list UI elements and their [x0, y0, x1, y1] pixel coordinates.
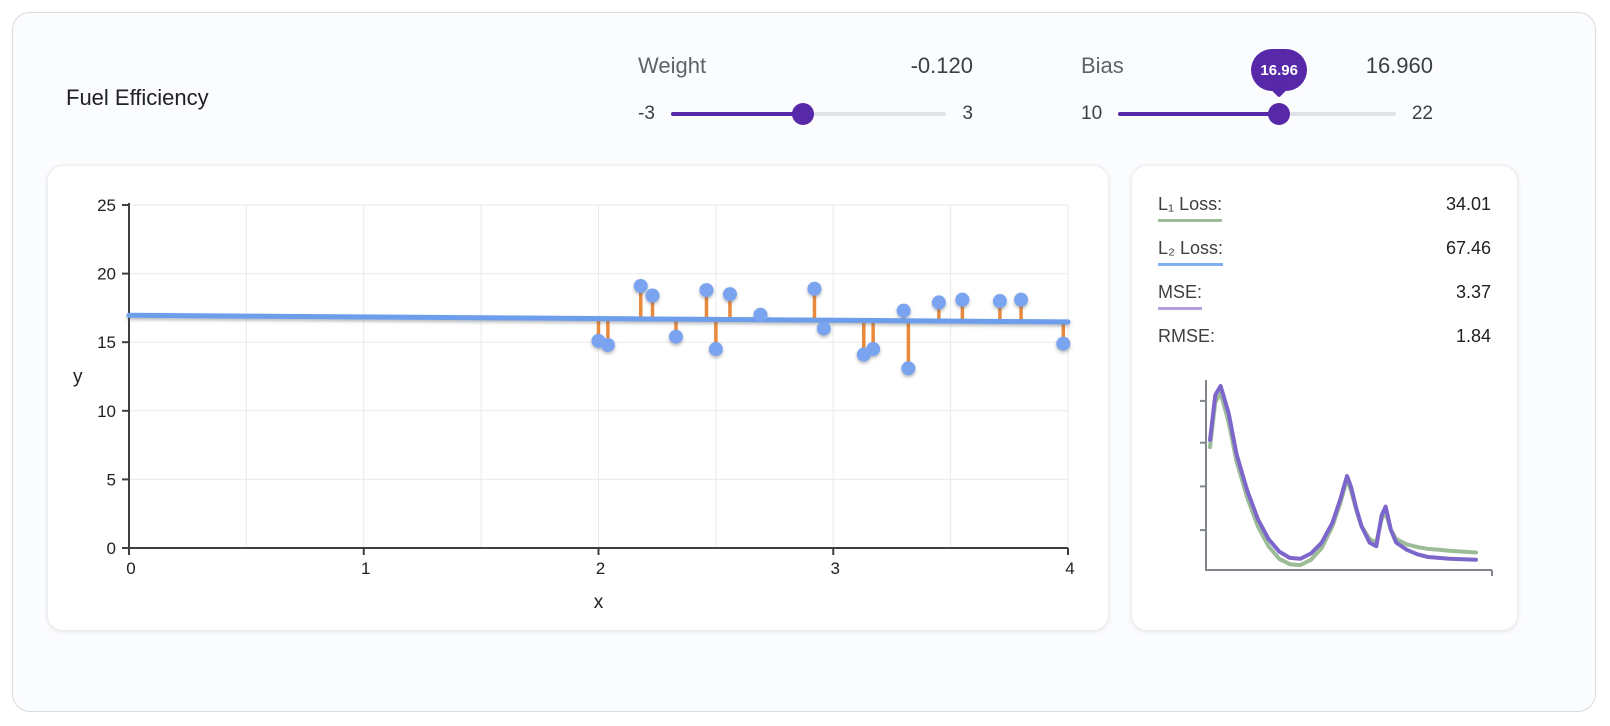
loss-row-value: 34.01	[1445, 194, 1491, 214]
loss-row-value: 67.46	[1445, 238, 1491, 258]
svg-text:20: 20	[97, 265, 116, 284]
bias-slider-row: 10 16.96 22	[1081, 49, 1433, 125]
svg-text:x: x	[594, 592, 604, 613]
weight-control-header: Weight -0.120	[638, 53, 973, 79]
bias-control: Bias 16.960 10 16.96 22	[1081, 49, 1433, 125]
loss-row-label: RMSE:	[1158, 326, 1216, 346]
bias-value-tooltip: 16.96	[1251, 49, 1308, 91]
weight-min-label: -3	[638, 103, 655, 124]
content-row: 0 5 10 15 20 25 0 1 2 3 4 y x L₁ Loss: 34.01 L₂ Loss…	[13, 165, 1595, 631]
bias-slider[interactable]: 16.96	[1118, 49, 1396, 125]
weight-label: Weight	[638, 53, 707, 78]
svg-text:25: 25	[97, 196, 116, 215]
svg-text:1: 1	[361, 559, 370, 578]
bias-slider-fill	[1118, 112, 1280, 116]
svg-text:0: 0	[126, 559, 135, 578]
loss-curve-chart	[1200, 380, 1493, 576]
bias-label: Bias	[1081, 53, 1124, 78]
bias-value: 16.960	[1365, 53, 1433, 78]
loss-row: L₁ Loss: 34.01	[1158, 194, 1491, 222]
loss-panel: L₁ Loss: 34.01 L₂ Loss: 67.46 MSE: 3.37 …	[1131, 165, 1518, 631]
bias-slider-thumb[interactable]	[1268, 103, 1291, 125]
svg-text:4: 4	[1065, 559, 1074, 578]
scatter-chart-card: 0 5 10 15 20 25 0 1 2 3 4 y x	[47, 165, 1109, 631]
weight-slider-thumb[interactable]	[792, 103, 815, 125]
weight-value: -0.120	[910, 53, 973, 78]
loss-curve-chart-wrap	[1158, 374, 1493, 591]
loss-row-label: L₁ Loss:	[1158, 194, 1223, 222]
bias-control-header: Bias 16.960	[1081, 53, 1433, 79]
app-container: Fuel Efficiency Weight -0.120 -3 3 Bias …	[12, 12, 1596, 712]
loss-row: L₂ Loss: 67.46	[1158, 238, 1491, 266]
weight-slider-row: -3 3	[638, 103, 973, 125]
weight-slider[interactable]	[670, 103, 947, 125]
loss-row: RMSE: 1.84	[1158, 326, 1491, 354]
loss-row-label: L₂ Loss:	[1158, 238, 1224, 266]
weight-control: Weight -0.120 -3 3	[638, 53, 973, 125]
loss-row-label: MSE:	[1158, 282, 1203, 310]
page-title: Fuel Efficiency	[66, 85, 209, 110]
svg-text:0: 0	[107, 539, 116, 558]
weight-max-label: 3	[962, 103, 973, 124]
loss-row-value: 1.84	[1455, 326, 1491, 346]
svg-text:5: 5	[107, 470, 116, 489]
weight-slider-fill	[670, 112, 804, 116]
loss-row-value: 3.37	[1455, 282, 1491, 302]
svg-text:2: 2	[596, 559, 605, 578]
header: Fuel Efficiency Weight -0.120 -3 3 Bias …	[13, 13, 1595, 165]
loss-row: MSE: 3.37	[1158, 282, 1491, 310]
svg-text:10: 10	[97, 402, 116, 421]
svg-text:3: 3	[831, 559, 840, 578]
svg-text:15: 15	[97, 333, 116, 352]
bias-max-label: 22	[1411, 103, 1433, 124]
svg-text:y: y	[73, 367, 83, 388]
scatter-plot: 0 5 10 15 20 25 0 1 2 3 4 y x	[73, 196, 1075, 613]
bias-min-label: 10	[1081, 103, 1103, 124]
